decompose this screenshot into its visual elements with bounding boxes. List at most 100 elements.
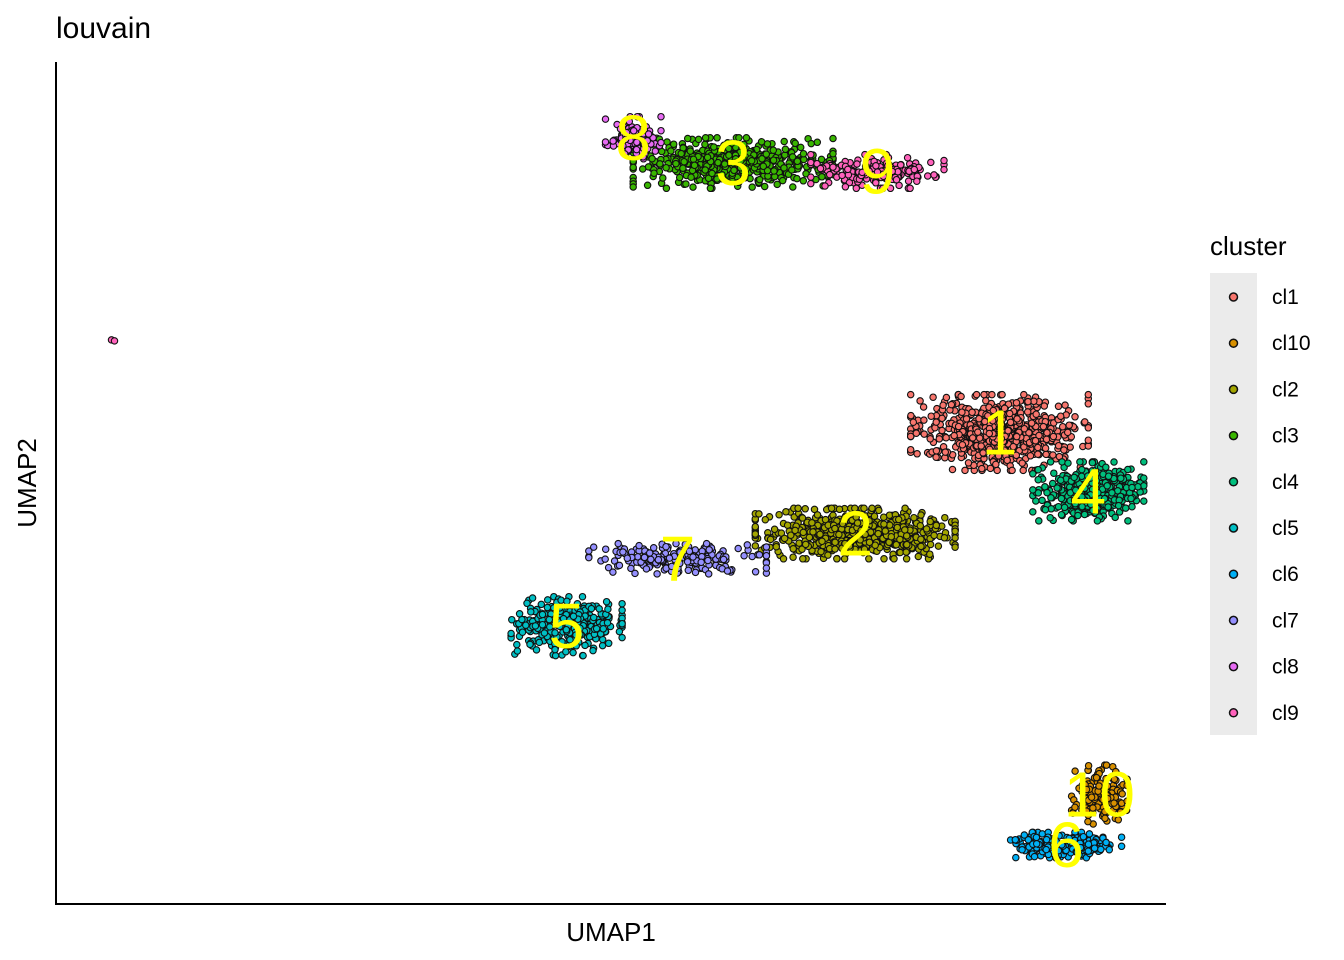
point-cl4 [1060,503,1069,512]
point-cl3 [829,149,837,158]
point-cl3 [690,161,699,170]
point-cl1 [929,393,937,401]
point-cl6 [1018,846,1026,854]
point-cl1 [972,390,981,399]
point-cl1 [977,442,985,450]
point-cl2 [808,519,816,527]
point-cl1 [1081,418,1089,426]
point-cl2 [775,510,783,519]
legend: cluster cl1 cl10 cl2 cl3 cl4 cl5 cl6 cl7 cl8 cl9 [1210,231,1311,735]
point-cl1 [974,428,982,436]
point-cl2 [934,542,943,550]
point-cl1 [1054,402,1063,411]
point-cl1 [1008,466,1016,475]
point-cl2 [874,529,882,538]
point-cl6 [1032,840,1041,848]
point-cl2 [827,504,836,513]
point-cl5 [589,646,597,655]
point-cl1 [1034,450,1042,458]
point-cl1 [1000,404,1009,413]
point-cl7 [601,555,609,563]
point-cl2 [917,535,925,543]
point-cl1 [927,412,935,420]
point-cl1 [1063,428,1072,437]
point-cl3 [813,138,822,147]
legend-key-cl3 [1228,430,1239,441]
point-cl1 [1004,426,1012,435]
point-cl1 [980,390,988,399]
point-cl1 [1013,415,1021,423]
legend-label-cl7: cl7 [1272,609,1299,632]
point-cl2 [951,543,959,551]
point-cl1 [1005,409,1014,418]
point-cl3 [667,147,675,155]
point-cl1 [1031,436,1040,445]
point-cl3 [755,175,764,184]
point-cl6 [1117,842,1126,851]
point-cl9 [807,173,815,181]
point-cl3 [759,162,768,171]
point-cl4 [1046,513,1054,522]
point-cl1 [906,445,915,454]
points-layer [107,112,1148,862]
chart-title: louvain [56,12,151,45]
point-cl9 [852,184,861,193]
point-cl7 [762,564,771,572]
legend-key-cl4 [1228,477,1239,487]
point-cl4 [1140,474,1148,482]
point-cl1 [941,448,950,456]
point-cl1 [942,433,950,442]
point-cl3 [769,146,778,154]
point-cl7 [705,546,713,554]
point-cl2 [926,540,935,549]
point-cl1 [1061,401,1069,409]
point-cl3 [829,134,837,143]
point-cl9 [940,165,948,174]
point-cl5 [615,627,624,636]
point-cl2 [818,537,826,546]
point-cl9 [913,177,921,185]
point-cl3 [672,159,680,168]
point-cl2 [817,547,825,556]
cluster-label-cl1: 1 [982,397,1018,469]
point-cl1 [1084,436,1093,444]
point-cl3 [778,176,787,185]
point-cl3 [662,184,671,193]
point-cl1 [1041,444,1050,452]
point-cl1 [975,414,983,423]
point-cl3 [793,174,801,183]
point-cl5 [595,605,603,613]
point-cl2 [824,551,832,559]
point-cl1 [961,466,969,475]
point-cl2 [780,534,789,543]
point-cl1 [978,464,986,473]
point-cl1 [1034,443,1042,452]
point-cl4 [1121,504,1130,512]
point-cl2 [798,545,806,553]
point-cl5 [513,640,521,649]
point-cl1 [926,435,934,443]
point-cl1 [957,392,965,401]
cluster-label-cl8: 8 [615,102,651,174]
y-axis-title: UMAP2 [12,438,42,528]
point-cl2 [798,514,807,522]
point-cl9 [807,158,815,167]
point-cl1 [958,408,966,416]
point-cl5 [508,615,516,624]
point-cl3 [687,173,695,181]
point-cl4 [1043,488,1051,497]
point-cl9 [927,158,935,167]
legend-label-cl2: cl2 [1272,378,1299,401]
legend-label-cl8: cl8 [1272,656,1299,679]
point-cl3 [818,173,826,181]
legend-label-cl1: cl1 [1272,286,1299,309]
point-cl4 [1108,489,1116,497]
point-cl2 [902,548,910,556]
point-cl2 [860,545,869,553]
point-cl6 [1097,845,1105,854]
point-cl1 [1039,422,1048,431]
point-cl7 [719,555,728,564]
point-cl3 [629,183,637,191]
point-cl2 [890,555,898,563]
point-cl2 [901,526,909,534]
